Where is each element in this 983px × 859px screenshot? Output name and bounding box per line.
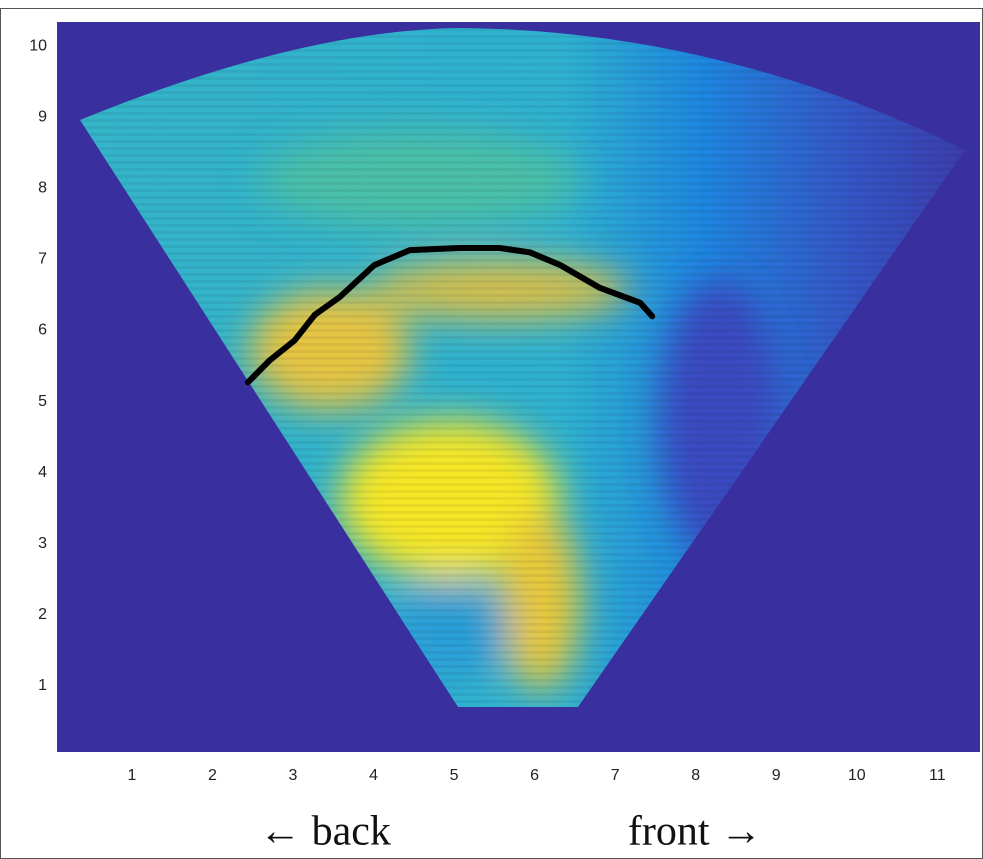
y-tick-label: 7	[38, 251, 47, 268]
x-tick-label: 10	[848, 767, 866, 784]
y-tick-label: 5	[38, 393, 47, 410]
x-tick-label: 5	[450, 767, 459, 784]
x-tick-label: 3	[289, 767, 298, 784]
x-tick-label: 11	[929, 767, 946, 784]
x-tick-label: 7	[611, 767, 620, 784]
annotation: front →	[628, 809, 762, 855]
x-tick-label: 2	[208, 767, 217, 784]
y-tick-label: 8	[38, 180, 47, 197]
y-tick-label: 3	[38, 535, 47, 552]
annotation: ← back	[259, 809, 391, 855]
y-tick-label: 2	[38, 606, 47, 623]
x-tick-label: 8	[691, 767, 700, 784]
x-tick-label: 4	[369, 767, 378, 784]
y-tick-label: 4	[38, 464, 47, 481]
curve	[244, 245, 656, 386]
x-tick-label: 6	[530, 767, 539, 784]
y-tick-label: 6	[38, 322, 47, 339]
y-tick-label: 9	[38, 108, 47, 125]
x-tick-label: 1	[127, 767, 136, 784]
y-tick-label: 10	[29, 37, 47, 54]
y-tick-label: 1	[38, 677, 47, 694]
x-tick-label: 9	[772, 767, 781, 784]
